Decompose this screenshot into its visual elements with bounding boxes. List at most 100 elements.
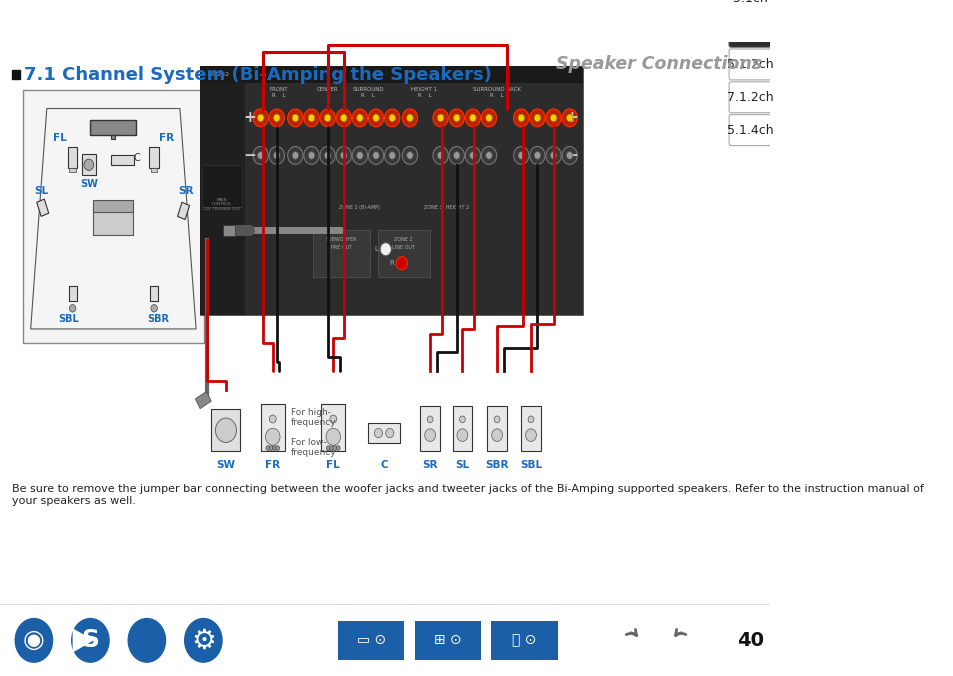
- Bar: [321, 404, 345, 451]
- Circle shape: [308, 151, 314, 159]
- Circle shape: [436, 114, 443, 122]
- Circle shape: [335, 109, 351, 127]
- Text: ZONE 3  HEIGHT 2: ZONE 3 HEIGHT 2: [423, 205, 468, 210]
- Bar: [70, 168, 76, 172]
- Text: SBR: SBR: [485, 460, 508, 470]
- Bar: [195, 391, 211, 409]
- Circle shape: [453, 151, 459, 159]
- Text: SR: SR: [177, 186, 193, 196]
- Circle shape: [389, 151, 395, 159]
- Circle shape: [469, 151, 476, 159]
- Circle shape: [215, 418, 236, 442]
- Circle shape: [356, 151, 363, 159]
- Text: Speaker Connections: Speaker Connections: [556, 55, 761, 73]
- Circle shape: [402, 147, 417, 164]
- FancyBboxPatch shape: [728, 16, 770, 47]
- Circle shape: [326, 445, 330, 450]
- Circle shape: [84, 159, 93, 170]
- Circle shape: [292, 151, 298, 159]
- Circle shape: [424, 429, 436, 441]
- Circle shape: [308, 114, 314, 122]
- Circle shape: [269, 109, 284, 127]
- Circle shape: [352, 109, 367, 127]
- Circle shape: [534, 151, 540, 159]
- Bar: [149, 147, 159, 168]
- Circle shape: [517, 114, 524, 122]
- Text: HEIGHT 1
R    L: HEIGHT 1 R L: [411, 87, 437, 98]
- Circle shape: [529, 147, 544, 164]
- Circle shape: [550, 114, 557, 122]
- Circle shape: [528, 416, 534, 422]
- Text: your speakers as well.: your speakers as well.: [12, 496, 136, 506]
- Text: MAIN
CONTROL
12V TRIGGER OUT: MAIN CONTROL 12V TRIGGER OUT: [203, 197, 240, 211]
- Circle shape: [433, 109, 448, 127]
- Bar: [368, 422, 400, 443]
- Text: SBR: SBR: [147, 314, 169, 324]
- Text: 5.1.2ch: 5.1.2ch: [726, 58, 773, 71]
- Bar: [151, 168, 157, 172]
- Text: SBL: SBL: [58, 314, 79, 324]
- Bar: [377, 231, 430, 277]
- Bar: [453, 406, 472, 451]
- Circle shape: [274, 114, 280, 122]
- FancyBboxPatch shape: [728, 0, 770, 14]
- Circle shape: [449, 109, 464, 127]
- Bar: [415, 621, 480, 660]
- Bar: [111, 135, 115, 139]
- Bar: [112, 155, 133, 165]
- Bar: [37, 199, 49, 216]
- Circle shape: [303, 147, 319, 164]
- Circle shape: [402, 109, 417, 127]
- Circle shape: [330, 445, 334, 450]
- Circle shape: [406, 114, 413, 122]
- Circle shape: [324, 151, 331, 159]
- Text: FR: FR: [265, 460, 280, 470]
- Circle shape: [545, 147, 560, 164]
- Text: SBL: SBL: [519, 460, 541, 470]
- Circle shape: [269, 147, 284, 164]
- Text: 7.1.2ch: 7.1.2ch: [726, 91, 773, 103]
- Text: ZONE 2 (BI-AMP): ZONE 2 (BI-AMP): [339, 205, 380, 210]
- Circle shape: [485, 114, 492, 122]
- Text: R: R: [390, 260, 395, 266]
- Bar: [23, 90, 204, 343]
- Circle shape: [384, 147, 399, 164]
- Text: For low-
frequency: For low- frequency: [291, 438, 335, 457]
- Text: ZONE 2: ZONE 2: [394, 237, 413, 242]
- Bar: [68, 147, 77, 168]
- Bar: [337, 621, 404, 660]
- Circle shape: [449, 147, 464, 164]
- Bar: [92, 201, 133, 212]
- Polygon shape: [72, 628, 93, 652]
- Text: L: L: [374, 246, 377, 252]
- Circle shape: [257, 151, 264, 159]
- Bar: [92, 207, 133, 235]
- Circle shape: [465, 147, 480, 164]
- Circle shape: [340, 151, 347, 159]
- Text: −: −: [564, 148, 578, 163]
- Circle shape: [561, 109, 577, 127]
- Bar: [222, 225, 234, 236]
- Text: ⊞ ⊙: ⊞ ⊙: [434, 633, 461, 648]
- Circle shape: [335, 147, 351, 164]
- Circle shape: [561, 147, 577, 164]
- Circle shape: [184, 618, 222, 663]
- Text: RS232: RS232: [210, 72, 230, 77]
- Bar: [200, 66, 583, 479]
- Circle shape: [128, 618, 166, 663]
- Text: SUBWOOFER: SUBWOOFER: [325, 237, 356, 242]
- Circle shape: [368, 109, 383, 127]
- Circle shape: [384, 109, 399, 127]
- Circle shape: [427, 416, 433, 422]
- Circle shape: [513, 147, 528, 164]
- Circle shape: [70, 305, 76, 312]
- Circle shape: [550, 151, 557, 159]
- Text: SURROUND
R    L: SURROUND R L: [352, 87, 383, 98]
- Bar: [491, 621, 558, 660]
- Text: +: +: [564, 110, 578, 125]
- Circle shape: [379, 243, 391, 256]
- Text: FR: FR: [159, 133, 174, 143]
- Circle shape: [335, 445, 340, 450]
- Bar: [69, 286, 76, 301]
- Bar: [200, 83, 244, 315]
